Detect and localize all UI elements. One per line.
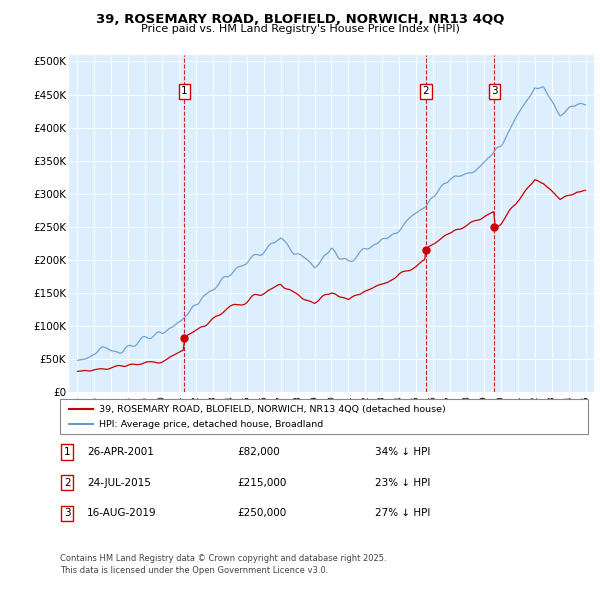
Text: 34% ↓ HPI: 34% ↓ HPI — [375, 447, 430, 457]
Text: HPI: Average price, detached house, Broadland: HPI: Average price, detached house, Broa… — [99, 419, 323, 428]
Text: 3: 3 — [491, 86, 498, 96]
Text: £250,000: £250,000 — [237, 509, 286, 518]
Text: 16-AUG-2019: 16-AUG-2019 — [87, 509, 157, 518]
Text: Price paid vs. HM Land Registry's House Price Index (HPI): Price paid vs. HM Land Registry's House … — [140, 24, 460, 34]
Text: 2: 2 — [422, 86, 429, 96]
Text: Contains HM Land Registry data © Crown copyright and database right 2025.
This d: Contains HM Land Registry data © Crown c… — [60, 555, 386, 575]
Text: 1: 1 — [181, 86, 188, 96]
Text: £82,000: £82,000 — [237, 447, 280, 457]
Text: 27% ↓ HPI: 27% ↓ HPI — [375, 509, 430, 518]
Text: 39, ROSEMARY ROAD, BLOFIELD, NORWICH, NR13 4QQ (detached house): 39, ROSEMARY ROAD, BLOFIELD, NORWICH, NR… — [99, 405, 446, 414]
Text: £215,000: £215,000 — [237, 478, 286, 487]
Text: 24-JUL-2015: 24-JUL-2015 — [87, 478, 151, 487]
Text: 2: 2 — [64, 478, 71, 487]
Text: 1: 1 — [64, 447, 71, 457]
Text: 39, ROSEMARY ROAD, BLOFIELD, NORWICH, NR13 4QQ: 39, ROSEMARY ROAD, BLOFIELD, NORWICH, NR… — [96, 13, 504, 26]
Text: 23% ↓ HPI: 23% ↓ HPI — [375, 478, 430, 487]
Text: 26-APR-2001: 26-APR-2001 — [87, 447, 154, 457]
Text: 3: 3 — [64, 509, 71, 518]
